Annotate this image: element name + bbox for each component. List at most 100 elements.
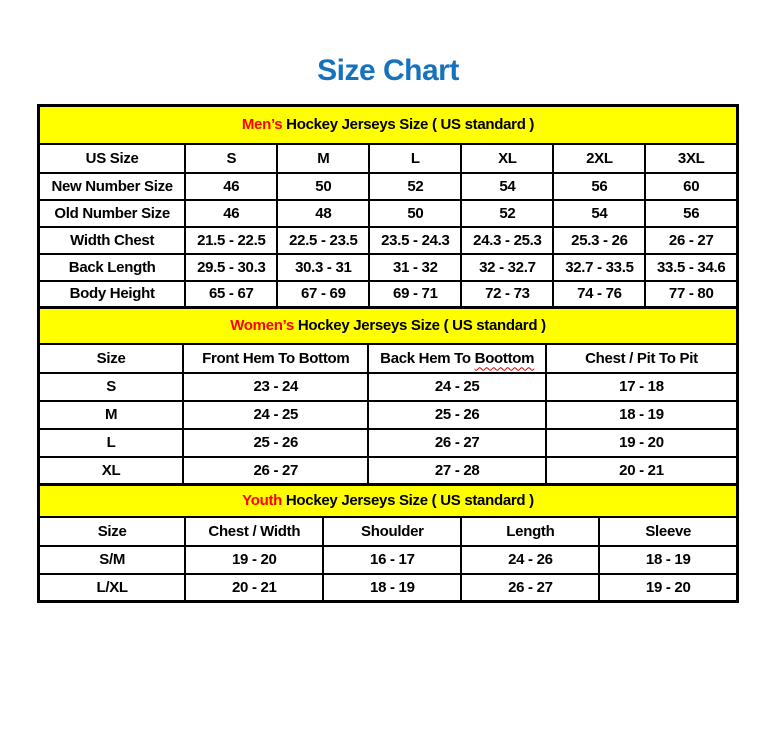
size-value-cell: 25.3 - 26 xyxy=(552,225,647,255)
mens-heading-accent: Men’s xyxy=(241,116,283,134)
size-value-cell: 67 - 69 xyxy=(276,279,371,309)
row-label: Width Chest xyxy=(37,225,187,255)
column-header: Front Hem To Bottom xyxy=(182,342,370,374)
size-value-cell: 56 xyxy=(644,198,739,228)
size-value-cell: 21.5 - 22.5 xyxy=(184,225,279,255)
column-header: Length xyxy=(460,515,601,547)
size-value-cell: 50 xyxy=(368,198,463,228)
column-header: 3XL xyxy=(644,142,739,174)
page-title: Size Chart xyxy=(317,54,459,87)
misspelled-word: Boottom xyxy=(474,349,535,367)
column-header: Back Hem To Boottom xyxy=(367,342,547,374)
size-value-cell: 18 - 19 xyxy=(598,544,739,575)
youth-heading-row: Youth Hockey Jerseys Size ( US standard … xyxy=(37,483,739,518)
size-value-cell: 46 xyxy=(184,171,279,201)
table-row: L 25 - 26 26 - 27 19 - 20 xyxy=(37,427,739,458)
column-header: Chest / Width xyxy=(184,515,325,547)
size-value-cell: 32 - 32.7 xyxy=(460,252,555,282)
row-label: S xyxy=(37,371,185,402)
size-value-cell: 26 - 27 xyxy=(182,455,370,486)
table-row: XL 26 - 27 27 - 28 20 - 21 xyxy=(37,455,739,486)
column-header: 2XL xyxy=(552,142,647,174)
size-value-cell: 24.3 - 25.3 xyxy=(460,225,555,255)
size-value-cell: 25 - 26 xyxy=(182,427,370,458)
size-value-cell: 74 - 76 xyxy=(552,279,647,309)
table-row: New Number Size 46 50 52 54 56 60 xyxy=(37,171,739,201)
womens-section-heading: Women’s Hockey Jerseys Size ( US standar… xyxy=(37,306,739,345)
womens-size-table: Women’s Hockey Jerseys Size ( US standar… xyxy=(37,306,739,486)
size-value-cell: 32.7 - 33.5 xyxy=(552,252,647,282)
table-row: S/M 19 - 20 16 - 17 24 - 26 18 - 19 xyxy=(37,544,739,575)
youth-header-row: Size Chest / Width Shoulder Length Sleeve xyxy=(37,515,739,547)
mens-size-table: Men’s Hockey Jerseys Size ( US standard … xyxy=(37,104,739,309)
column-header: US Size xyxy=(37,142,187,174)
size-value-cell: 20 - 21 xyxy=(544,455,739,486)
size-value-cell: 26 - 27 xyxy=(460,572,601,603)
size-value-cell: 50 xyxy=(276,171,371,201)
column-header: M xyxy=(276,142,371,174)
table-row: Back Length 29.5 - 30.3 30.3 - 31 31 - 32 32… xyxy=(37,252,739,282)
column-header: Chest / Pit To Pit xyxy=(544,342,739,374)
size-value-cell: 26 - 27 xyxy=(367,427,547,458)
column-header: Shoulder xyxy=(322,515,463,547)
table-row: S 23 - 24 24 - 25 17 - 18 xyxy=(37,371,739,402)
size-value-cell: 19 - 20 xyxy=(184,544,325,575)
size-value-cell: 30.3 - 31 xyxy=(276,252,371,282)
mens-section-heading: Men’s Hockey Jerseys Size ( US standard … xyxy=(37,104,739,145)
row-label: Body Height xyxy=(37,279,187,309)
size-value-cell: 31 - 32 xyxy=(368,252,463,282)
size-value-cell: 23.5 - 24.3 xyxy=(368,225,463,255)
size-value-cell: 24 - 25 xyxy=(367,371,547,402)
size-value-cell: 52 xyxy=(368,171,463,201)
size-value-cell: 24 - 25 xyxy=(182,399,370,430)
row-label: L xyxy=(37,427,185,458)
table-row: Old Number Size 46 48 50 52 54 56 xyxy=(37,198,739,228)
size-value-cell: 56 xyxy=(552,171,647,201)
size-chart-tables: Men’s Hockey Jerseys Size ( US standard … xyxy=(37,104,739,603)
size-value-cell: 19 - 20 xyxy=(598,572,739,603)
row-label: Back Length xyxy=(37,252,187,282)
size-value-cell: 23 - 24 xyxy=(182,371,370,402)
table-row: L/XL 20 - 21 18 - 19 26 - 27 19 - 20 xyxy=(37,572,739,603)
size-value-cell: 69 - 71 xyxy=(368,279,463,309)
mens-heading-row: Men’s Hockey Jerseys Size ( US standard … xyxy=(37,104,739,145)
youth-section-heading: Youth Hockey Jerseys Size ( US standard … xyxy=(37,483,739,518)
row-label: M xyxy=(37,399,185,430)
size-value-cell: 18 - 19 xyxy=(322,572,463,603)
size-value-cell: 72 - 73 xyxy=(460,279,555,309)
table-row: M 24 - 25 25 - 26 18 - 19 xyxy=(37,399,739,430)
table-row: Width Chest 21.5 - 22.5 22.5 - 23.5 23.5 - … xyxy=(37,225,739,255)
column-header: L xyxy=(368,142,463,174)
size-value-cell: 18 - 19 xyxy=(544,399,739,430)
size-value-cell: 20 - 21 xyxy=(184,572,325,603)
size-value-cell: 54 xyxy=(460,171,555,201)
size-value-cell: 16 - 17 xyxy=(322,544,463,575)
column-header: Size xyxy=(37,342,185,374)
size-value-cell: 46 xyxy=(184,198,279,228)
size-value-cell: 25 - 26 xyxy=(367,399,547,430)
womens-header-row: Size Front Hem To Bottom Back Hem To Boott… xyxy=(37,342,739,374)
size-value-cell: 65 - 67 xyxy=(184,279,279,309)
size-value-cell: 29.5 - 30.3 xyxy=(184,252,279,282)
size-value-cell: 48 xyxy=(276,198,371,228)
size-value-cell: 77 - 80 xyxy=(644,279,739,309)
size-value-cell: 17 - 18 xyxy=(544,371,739,402)
size-value-cell: 27 - 28 xyxy=(367,455,547,486)
row-label: L/XL xyxy=(37,572,187,603)
size-value-cell: 33.5 - 34.6 xyxy=(644,252,739,282)
size-value-cell: 52 xyxy=(460,198,555,228)
row-label: S/M xyxy=(37,544,187,575)
table-row: Body Height 65 - 67 67 - 69 69 - 71 72 - 73 7… xyxy=(37,279,739,309)
youth-heading-accent: Youth xyxy=(242,492,283,510)
row-label: XL xyxy=(37,455,185,486)
size-value-cell: 54 xyxy=(552,198,647,228)
size-value-cell: 26 - 27 xyxy=(644,225,739,255)
row-label: Old Number Size xyxy=(37,198,187,228)
size-value-cell: 24 - 26 xyxy=(460,544,601,575)
size-value-cell: 22.5 - 23.5 xyxy=(276,225,371,255)
size-value-cell: 19 - 20 xyxy=(544,427,739,458)
size-value-cell: 60 xyxy=(644,171,739,201)
column-header: Sleeve xyxy=(598,515,739,547)
column-header: S xyxy=(184,142,279,174)
row-label: New Number Size xyxy=(37,171,187,201)
